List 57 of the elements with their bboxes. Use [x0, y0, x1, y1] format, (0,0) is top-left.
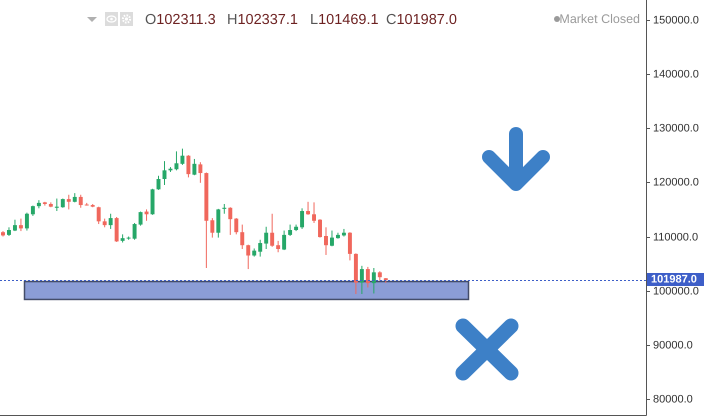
- candlestick: [366, 266, 370, 288]
- candlestick: [288, 224, 292, 236]
- candlestick: [228, 206, 232, 236]
- y-tick-label: 80000.0: [653, 394, 693, 406]
- candlestick: [132, 222, 137, 240]
- candlestick: [192, 158, 196, 176]
- candlestick: [276, 240, 280, 253]
- y-tick-label: 120000.0: [653, 176, 699, 188]
- candlestick: [24, 212, 29, 232]
- candlestick: [216, 208, 220, 238]
- candlestick: [330, 230, 334, 247]
- candlestick: [18, 218, 23, 232]
- candlestick: [138, 211, 143, 226]
- y-tick-label: 140000.0: [653, 68, 699, 80]
- candlestick: [198, 162, 202, 184]
- candlestick: [246, 244, 250, 270]
- candlestick: [348, 232, 352, 261]
- ref-line-label: 101987.0: [651, 273, 697, 286]
- candlestick: [162, 160, 166, 186]
- y-tick-label: 150000.0: [653, 14, 699, 26]
- candlestick: [12, 219, 17, 232]
- candlestick: [372, 267, 376, 294]
- candlestick: [222, 203, 226, 214]
- annotation: H102337.1: [227, 12, 298, 28]
- candlestick: [114, 216, 119, 242]
- candlestick: [180, 148, 184, 166]
- candlestick: [108, 213, 113, 230]
- candlestick: [96, 206, 101, 225]
- candlestick: [66, 194, 71, 210]
- candlestick: [318, 218, 322, 238]
- candlestick: [144, 208, 149, 222]
- candlestick: [360, 265, 364, 295]
- y-tick-label: 90000.0: [653, 340, 693, 352]
- candlestick: [54, 198, 59, 212]
- candlestick: [312, 202, 316, 224]
- candlestick: [60, 198, 65, 208]
- candlestick: [270, 213, 274, 248]
- annotation: L101469.1: [310, 12, 379, 28]
- candlestick: [186, 154, 190, 178]
- candlestick: [156, 175, 160, 190]
- y-tick-label: 110000.0: [653, 232, 698, 244]
- candlestick: [378, 270, 382, 281]
- y-tick-label: 100000.0: [653, 286, 699, 298]
- annotation: Market Closed: [559, 12, 640, 26]
- candlestick: [258, 239, 262, 258]
- candlestick: [174, 150, 178, 171]
- annotation: C101987.0: [386, 12, 457, 28]
- y-tick-label: 130000.0: [653, 122, 699, 134]
- annotation: O102311.3: [145, 12, 216, 28]
- candlestick: [324, 226, 328, 256]
- candlestick: [300, 208, 304, 230]
- candlestick: [30, 205, 35, 216]
- candlestick: [264, 226, 268, 250]
- candlestick: [282, 230, 286, 251]
- candlestick: [306, 201, 310, 216]
- candlestick: [210, 218, 214, 238]
- candlestick: [72, 192, 77, 203]
